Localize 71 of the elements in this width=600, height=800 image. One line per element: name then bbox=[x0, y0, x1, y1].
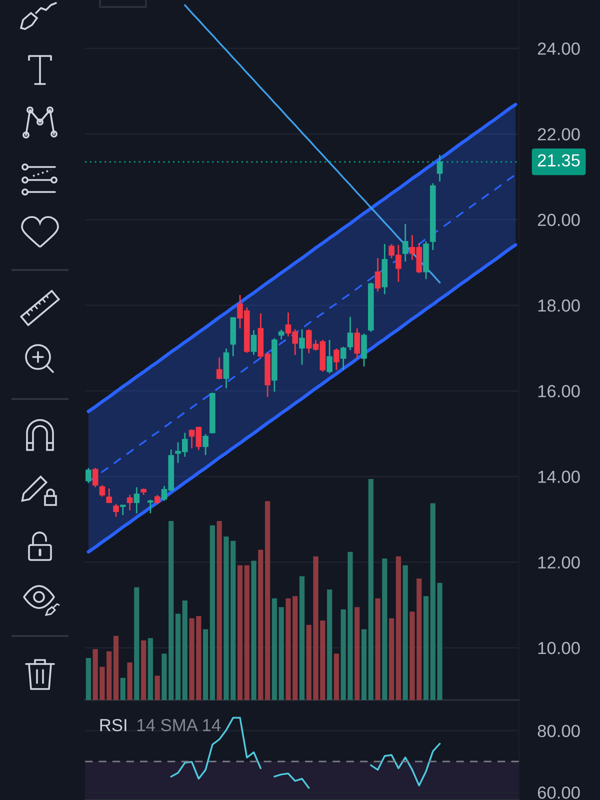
bar bbox=[361, 629, 367, 700]
bar bbox=[244, 565, 250, 700]
candlestick bbox=[106, 488, 112, 504]
candlestick bbox=[216, 356, 222, 380]
bar bbox=[334, 654, 339, 700]
y-tick-label: 20.00 bbox=[538, 214, 580, 226]
candlestick bbox=[436, 154, 443, 182]
line-series bbox=[86, 243, 518, 554]
y-tick-label: 22.00 bbox=[538, 128, 580, 140]
y-tick-label: 18.00 bbox=[538, 299, 580, 312]
candlestick bbox=[148, 498, 154, 514]
bar bbox=[182, 600, 188, 700]
candlestick bbox=[86, 467, 92, 484]
candlestick bbox=[374, 257, 381, 292]
candlestick bbox=[334, 348, 340, 371]
y-tick-label: 80.00 bbox=[538, 724, 580, 738]
bar bbox=[402, 565, 408, 700]
bar bbox=[375, 598, 380, 700]
y-tick-label: 10.00 bbox=[538, 642, 580, 654]
bar bbox=[216, 520, 222, 700]
bar bbox=[278, 607, 284, 700]
bar bbox=[272, 598, 277, 700]
candlestick bbox=[126, 494, 133, 512]
candlestick bbox=[340, 346, 346, 371]
candlestick bbox=[99, 484, 106, 498]
candlestick bbox=[92, 467, 98, 488]
bar bbox=[203, 629, 208, 700]
text: RSI bbox=[100, 718, 126, 732]
bar bbox=[120, 678, 126, 700]
candlestick bbox=[354, 328, 360, 360]
bar bbox=[251, 560, 256, 700]
bar bbox=[423, 596, 429, 700]
candlestick bbox=[402, 223, 408, 262]
y-tick-label: 60.00 bbox=[538, 786, 580, 799]
bar bbox=[237, 565, 243, 700]
candlestick bbox=[113, 503, 119, 518]
candlestick bbox=[120, 504, 126, 516]
bar bbox=[382, 558, 388, 700]
bar bbox=[154, 676, 160, 700]
bar bbox=[354, 607, 360, 700]
y-tick-label: 24.00 bbox=[538, 42, 580, 55]
text: 14 SMA 14 bbox=[137, 718, 221, 732]
bar bbox=[210, 525, 215, 700]
bar bbox=[113, 636, 119, 700]
bar bbox=[327, 590, 332, 700]
candlestick bbox=[250, 329, 257, 356]
ref-line-label: 21.35 bbox=[538, 154, 580, 166]
bar bbox=[127, 662, 132, 700]
candlestick bbox=[202, 433, 208, 456]
line-series bbox=[184, 4, 441, 284]
bar bbox=[299, 576, 305, 700]
candlestick bbox=[347, 316, 354, 351]
bar bbox=[265, 501, 270, 700]
bar bbox=[258, 550, 264, 700]
candlestick bbox=[299, 328, 305, 366]
bar bbox=[368, 479, 374, 700]
bar bbox=[134, 587, 140, 700]
bar bbox=[175, 614, 181, 700]
bar bbox=[396, 556, 401, 700]
y-tick-label: 14.00 bbox=[538, 470, 580, 483]
bar bbox=[389, 618, 394, 700]
bar bbox=[86, 658, 91, 700]
line-series bbox=[86, 102, 518, 414]
candlestick bbox=[326, 339, 332, 374]
bar bbox=[141, 640, 146, 700]
candlestick bbox=[361, 332, 367, 368]
y-tick-label: 16.00 bbox=[538, 385, 580, 398]
bar bbox=[148, 638, 153, 700]
y-tick-label: 12.00 bbox=[538, 556, 580, 569]
candlestick bbox=[278, 328, 284, 340]
candlestick bbox=[134, 486, 140, 514]
